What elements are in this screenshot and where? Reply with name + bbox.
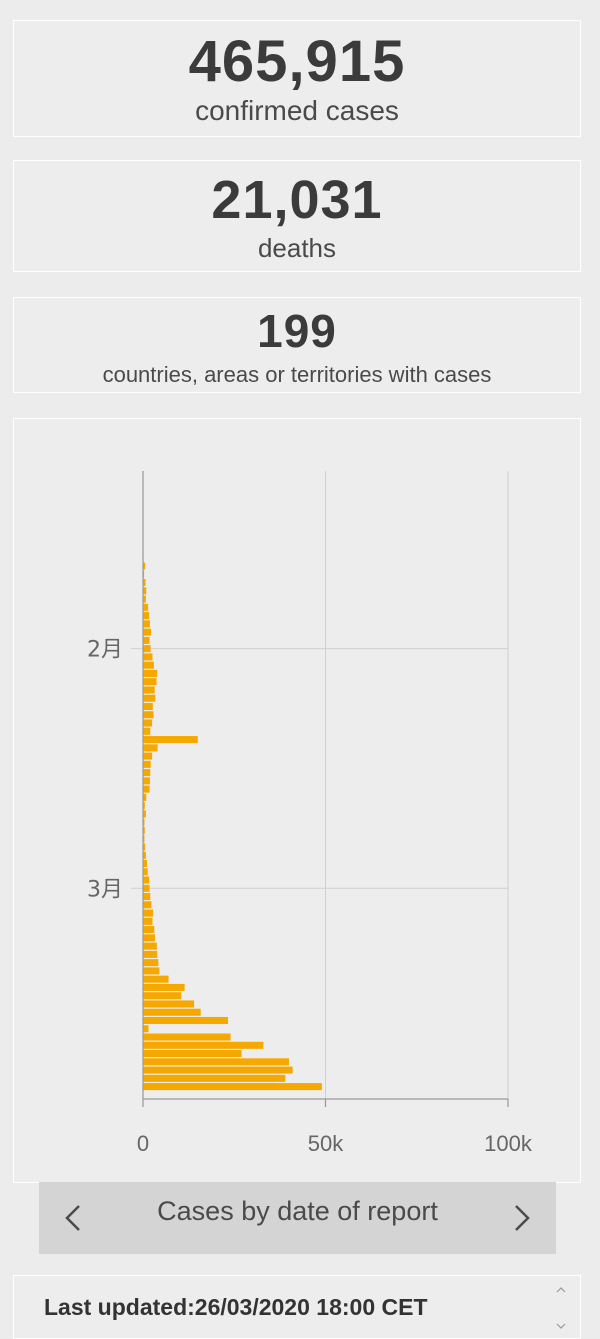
- last-updated-footer: Last updated:26/03/2020 18:00 CET: [13, 1275, 581, 1339]
- confirmed-cases-label: confirmed cases: [195, 95, 399, 126]
- bar: [143, 1074, 286, 1082]
- bar: [143, 645, 151, 653]
- chevron-left-icon[interactable]: [59, 1202, 87, 1234]
- x-tick-label: 50k: [308, 1131, 344, 1156]
- y-tick-label: 2月: [87, 638, 123, 663]
- confirmed-cases-card: 465,915 confirmed cases: [13, 20, 581, 137]
- x-tick-label: 100k: [484, 1131, 533, 1156]
- bar: [143, 802, 145, 810]
- bar: [143, 868, 148, 876]
- chart-title: Cases by date of report: [157, 1196, 438, 1226]
- deaths-label: deaths: [257, 233, 337, 263]
- bar: [143, 884, 150, 892]
- bar: [143, 719, 153, 727]
- countries-card: 199 countries, areas or territories with…: [13, 297, 581, 393]
- chevron-right-icon[interactable]: [508, 1202, 536, 1234]
- bar: [143, 926, 155, 934]
- bar: [143, 909, 154, 917]
- bar: [143, 595, 146, 603]
- bar: [143, 975, 169, 983]
- bar: [143, 959, 159, 967]
- bar: [143, 893, 151, 901]
- bar: [143, 653, 153, 661]
- x-tick-label: 0: [137, 1131, 149, 1156]
- bar: [143, 752, 153, 760]
- bar: [143, 702, 153, 711]
- cases-chart-card: 0 50k 100k 2月 3月: [13, 418, 581, 1183]
- bar: [143, 810, 146, 818]
- bar: [143, 1000, 195, 1008]
- bar: [143, 562, 146, 570]
- bar: [143, 636, 150, 644]
- bar: [143, 727, 151, 735]
- bar: [143, 992, 182, 1000]
- deaths-count: 21,031: [211, 170, 383, 230]
- bar: [143, 1025, 149, 1033]
- deaths-card: 21,031 deaths: [13, 160, 581, 272]
- bar: [143, 826, 145, 834]
- bar: [143, 1083, 322, 1091]
- bar: [143, 744, 158, 752]
- bar: [143, 1050, 242, 1058]
- y-tick-label: 3月: [87, 877, 123, 902]
- bar: [143, 983, 185, 991]
- bar: [143, 1008, 201, 1016]
- bar: [143, 793, 147, 801]
- bar: [143, 859, 148, 868]
- bar: [143, 678, 157, 686]
- scroll-arrows-icon[interactable]: [554, 1282, 568, 1334]
- bar: [143, 1033, 231, 1041]
- bar: [143, 1058, 289, 1066]
- bar: [143, 760, 151, 768]
- bar: [143, 686, 155, 694]
- bar: [143, 711, 154, 719]
- bar: [143, 603, 149, 611]
- chart-navigation: Cases by date of report: [39, 1182, 556, 1254]
- bar: [143, 694, 156, 702]
- bar: [143, 1041, 264, 1049]
- bar: [143, 769, 151, 777]
- bar: [143, 661, 154, 669]
- bar: [143, 628, 152, 636]
- bar: [143, 785, 150, 793]
- bar: [143, 835, 145, 843]
- bar: [143, 851, 146, 859]
- confirmed-cases-count: 465,915: [188, 29, 406, 94]
- bar: [143, 843, 146, 851]
- bar: [143, 777, 150, 785]
- bar: [143, 669, 158, 677]
- last-updated-text: Last updated:26/03/2020 18:00 CET: [44, 1294, 428, 1320]
- countries-count: 199: [257, 305, 337, 357]
- bar: [143, 942, 157, 950]
- bar: [143, 950, 158, 958]
- bar: [143, 579, 146, 587]
- bar: [143, 917, 153, 925]
- bar: [143, 736, 198, 744]
- cases-by-date-chart: 0 50k 100k 2月 3月: [87, 471, 533, 1156]
- bar: [143, 934, 156, 942]
- countries-label: countries, areas or territories with cas…: [102, 362, 492, 387]
- bar: [143, 967, 160, 975]
- bar: [143, 1066, 293, 1074]
- bar: [143, 901, 152, 909]
- bar: [143, 818, 145, 826]
- bar: [143, 587, 147, 595]
- bar: [143, 620, 150, 628]
- bar: [143, 1016, 229, 1025]
- bar: [143, 876, 150, 884]
- bar: [143, 612, 150, 620]
